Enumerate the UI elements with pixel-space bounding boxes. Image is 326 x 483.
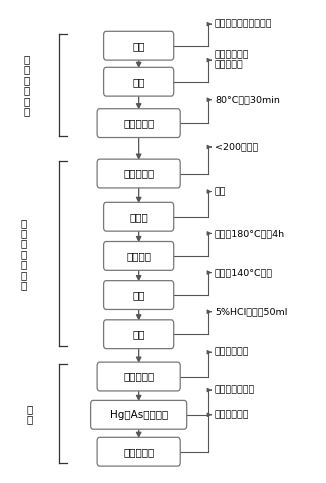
Text: 水
热
反
应
釜
消
解: 水 热 反 应 釜 消 解: [20, 218, 26, 290]
Text: 配置标准系列: 配置标准系列: [215, 348, 249, 357]
Text: 赶酸: 赶酸: [132, 290, 145, 300]
Text: 干燥箱180°C加热4h: 干燥箱180°C加热4h: [215, 229, 285, 238]
Text: 5%HCl定容至50ml: 5%HCl定容至50ml: [215, 307, 287, 316]
Text: 自来水、去离子水冲洗: 自来水、去离子水冲洗: [215, 20, 273, 28]
FancyBboxPatch shape: [104, 320, 174, 349]
Text: 测
量: 测 量: [27, 404, 33, 424]
FancyBboxPatch shape: [104, 202, 174, 231]
Text: 原子荧光光谱法: 原子荧光光谱法: [215, 385, 255, 395]
FancyBboxPatch shape: [104, 67, 174, 96]
Text: 80°C预热30min: 80°C预热30min: [215, 95, 280, 104]
Text: 消解样制备: 消解样制备: [123, 169, 154, 179]
FancyBboxPatch shape: [97, 109, 180, 138]
Text: <200目型煤: <200目型煤: [215, 142, 258, 152]
Text: 密
封
罐
前
处
理: 密 封 罐 前 处 理: [23, 54, 30, 116]
Text: 空白值测定: 空白值测定: [123, 447, 154, 457]
Text: 浸泡: 浸泡: [132, 77, 145, 87]
FancyBboxPatch shape: [91, 400, 187, 429]
Text: 电热板140°C赶酸: 电热板140°C赶酸: [215, 268, 273, 277]
FancyBboxPatch shape: [104, 281, 174, 310]
Text: 冲洗: 冲洗: [132, 41, 145, 51]
FancyBboxPatch shape: [97, 362, 180, 391]
Text: 预热、烘干: 预热、烘干: [123, 118, 154, 128]
Text: Hg、As含量测定: Hg、As含量测定: [110, 410, 168, 420]
Text: 预消解: 预消解: [129, 212, 148, 222]
FancyBboxPatch shape: [97, 437, 180, 466]
FancyBboxPatch shape: [97, 159, 180, 188]
Text: 绘标准曲线: 绘标准曲线: [123, 371, 154, 382]
Text: 密闭消解: 密闭消解: [126, 251, 151, 261]
Text: 不加消解试样: 不加消解试样: [215, 410, 249, 419]
Text: 定容: 定容: [132, 329, 145, 339]
FancyBboxPatch shape: [104, 242, 174, 270]
FancyBboxPatch shape: [104, 31, 174, 60]
Text: 稀硝酸浸泡、
超纯水清洗: 稀硝酸浸泡、 超纯水清洗: [215, 50, 249, 70]
Text: 混酸: 混酸: [215, 187, 227, 196]
